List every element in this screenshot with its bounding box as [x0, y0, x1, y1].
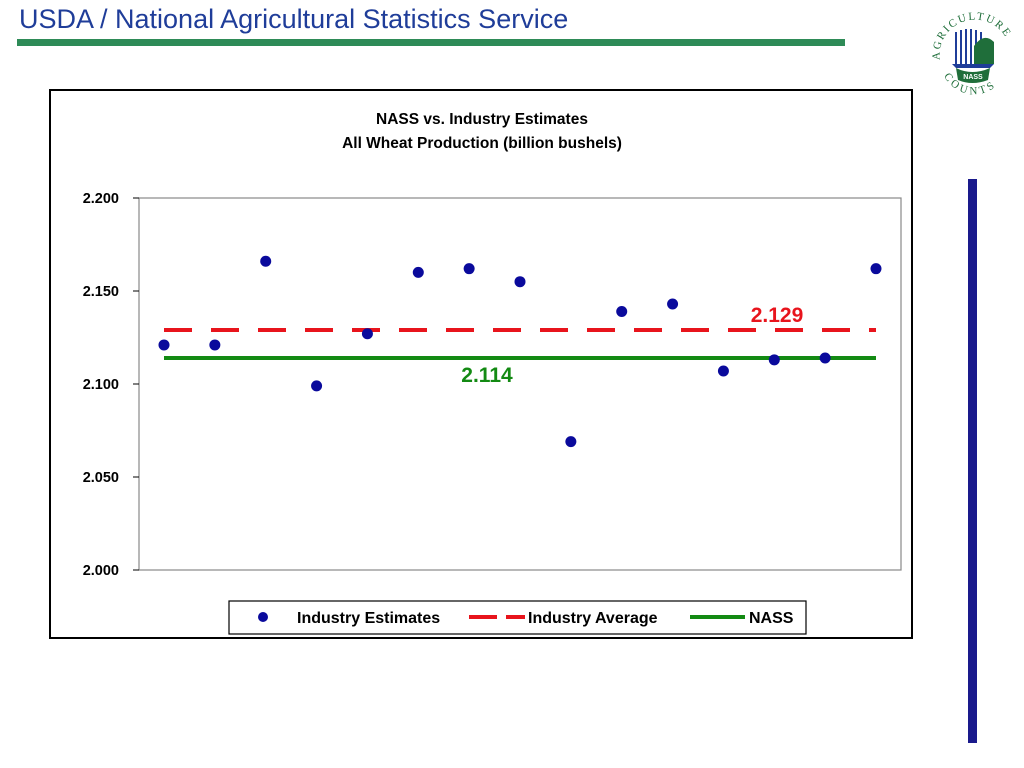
series-layer: 2.129 2.114 [158, 255, 882, 448]
nass-value-label: 2.114 [461, 364, 513, 387]
y-tick-label: 2.000 [83, 563, 119, 579]
industry-estimate-point [819, 352, 831, 364]
industry-estimate-point [412, 266, 424, 278]
industry-estimate-point [514, 276, 526, 288]
industry-estimate-point [667, 298, 679, 310]
industry-estimate-point [463, 263, 475, 275]
nass-badge: NASS [956, 68, 990, 83]
industry-estimate-point [616, 305, 628, 317]
page-title: USDA / National Agricultural Statistics … [19, 4, 569, 34]
legend-marker-industry-estimates [258, 612, 268, 622]
industry-estimate-point [311, 380, 323, 392]
industry-estimate-point [768, 354, 780, 366]
industry-average-value-label: 2.129 [751, 304, 804, 327]
industry-estimate-point [158, 339, 170, 351]
legend-label-industry-estimates: Industry Estimates [297, 610, 440, 627]
header-divider [17, 39, 845, 46]
side-accent-bar [968, 179, 977, 743]
nass-logo: AGRICULTURE COUNTS NASS [931, 10, 1012, 97]
legend: Industry Estimates Industry Average NASS [228, 600, 807, 635]
logo-badge-text: NASS [963, 74, 983, 81]
scatter-chart: NASS vs. Industry Estimates All Wheat Pr… [83, 111, 902, 635]
industry-estimate-point [717, 365, 729, 377]
industry-estimate-point [260, 255, 272, 267]
industry-estimate-point [361, 328, 373, 340]
y-tick-label: 2.050 [83, 470, 119, 486]
y-tick-label: 2.200 [83, 191, 119, 207]
y-axis: 2.200 2.150 2.100 2.050 2.000 [83, 191, 139, 579]
wheat-field-icon [952, 29, 994, 68]
legend-label-industry-average: Industry Average [528, 610, 658, 627]
industry-estimate-point [565, 436, 577, 448]
industry-estimate-point [209, 339, 221, 351]
legend-label-nass: NASS [749, 610, 794, 627]
plot-area [138, 197, 902, 571]
chart-frame: NASS vs. Industry Estimates All Wheat Pr… [49, 89, 913, 639]
chart-title: NASS vs. Industry Estimates [376, 111, 588, 128]
industry-estimate-point [870, 263, 882, 275]
chart-subtitle: All Wheat Production (billion bushels) [342, 135, 622, 152]
y-tick-label: 2.150 [83, 284, 119, 300]
y-tick-label: 2.100 [83, 377, 119, 393]
